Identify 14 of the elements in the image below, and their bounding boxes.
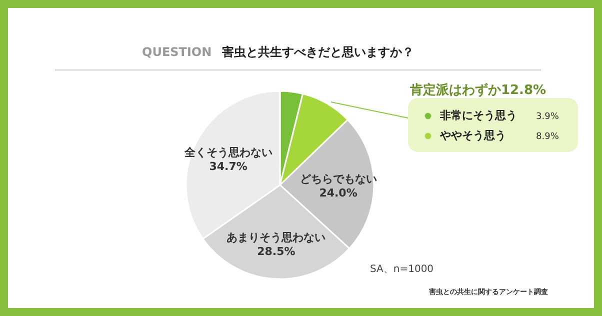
slice-label: 全くそう思わない — [183, 146, 272, 160]
data-label: 8.9% — [536, 132, 560, 142]
legend-label: ややそう思う — [439, 129, 506, 142]
data-label: 3.9% — [536, 112, 560, 122]
text: SA、n=1000 — [370, 264, 434, 275]
chart-subtitle: 害虫と共生すべきだと思いますか？ — [222, 45, 414, 59]
slice-label: あまりそう思わない — [226, 231, 326, 244]
data-label: 34.7% — [209, 160, 248, 174]
text: 肯定派はわずか12.8% — [408, 82, 546, 98]
legend-label: 非常にそう思う — [439, 109, 517, 122]
slice-label: どちらでもない — [300, 172, 377, 186]
chart-title: QUESTION — [142, 45, 212, 59]
data-label: 24.0% — [319, 186, 358, 200]
data-label: 28.5% — [257, 245, 296, 258]
